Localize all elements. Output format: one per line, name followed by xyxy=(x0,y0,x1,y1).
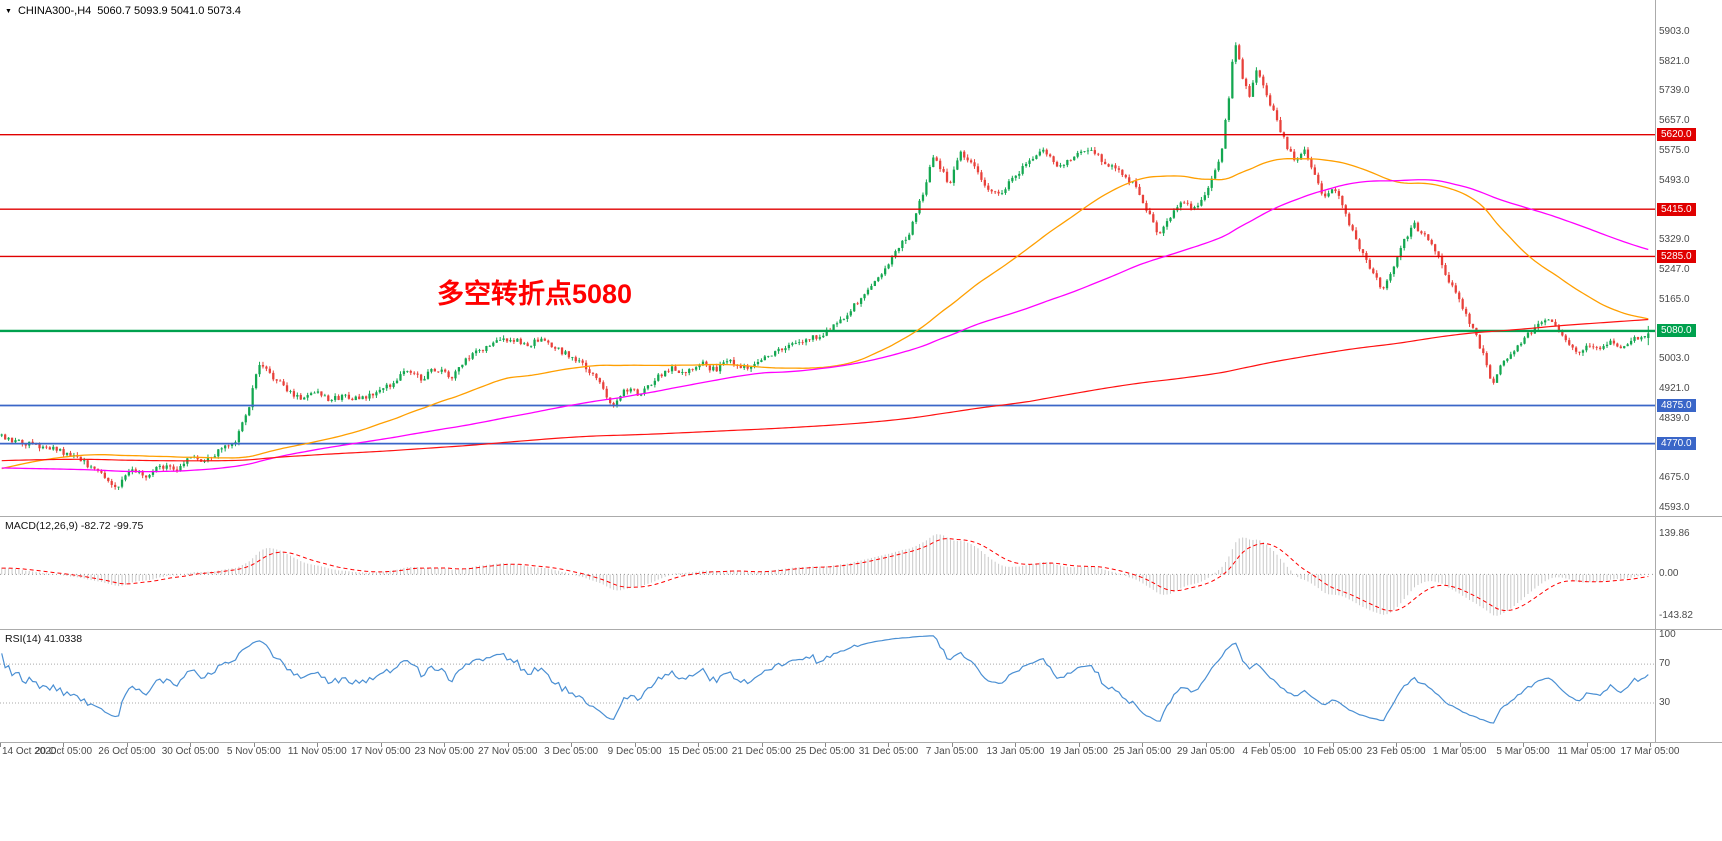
ma-orange-line xyxy=(1,157,1649,470)
macd-indicator-label: MACD(12,26,9) -82.72 -99.75 xyxy=(5,520,144,532)
symbol-label: CHINA300-,H4 xyxy=(17,5,92,17)
collapse-arrow-icon[interactable]: ▼ xyxy=(5,7,12,15)
macd-signal-line xyxy=(1,538,1649,612)
rsi-indicator-label: RSI(14) 41.0338 xyxy=(5,633,83,645)
chart-annotation-text[interactable]: 多空转折点5080 xyxy=(437,279,633,309)
symbol-info: ▼ CHINA300-,H4 5060.7 5093.9 5041.0 5073… xyxy=(5,5,241,17)
ma-red-line xyxy=(1,318,1649,462)
ma-magenta-line xyxy=(1,179,1649,473)
candles xyxy=(0,42,1650,490)
rsi-line xyxy=(1,635,1649,724)
macd-histogram xyxy=(1,534,1649,616)
ohlc-values: 5060.7 5093.9 5041.0 5073.4 xyxy=(97,5,242,17)
